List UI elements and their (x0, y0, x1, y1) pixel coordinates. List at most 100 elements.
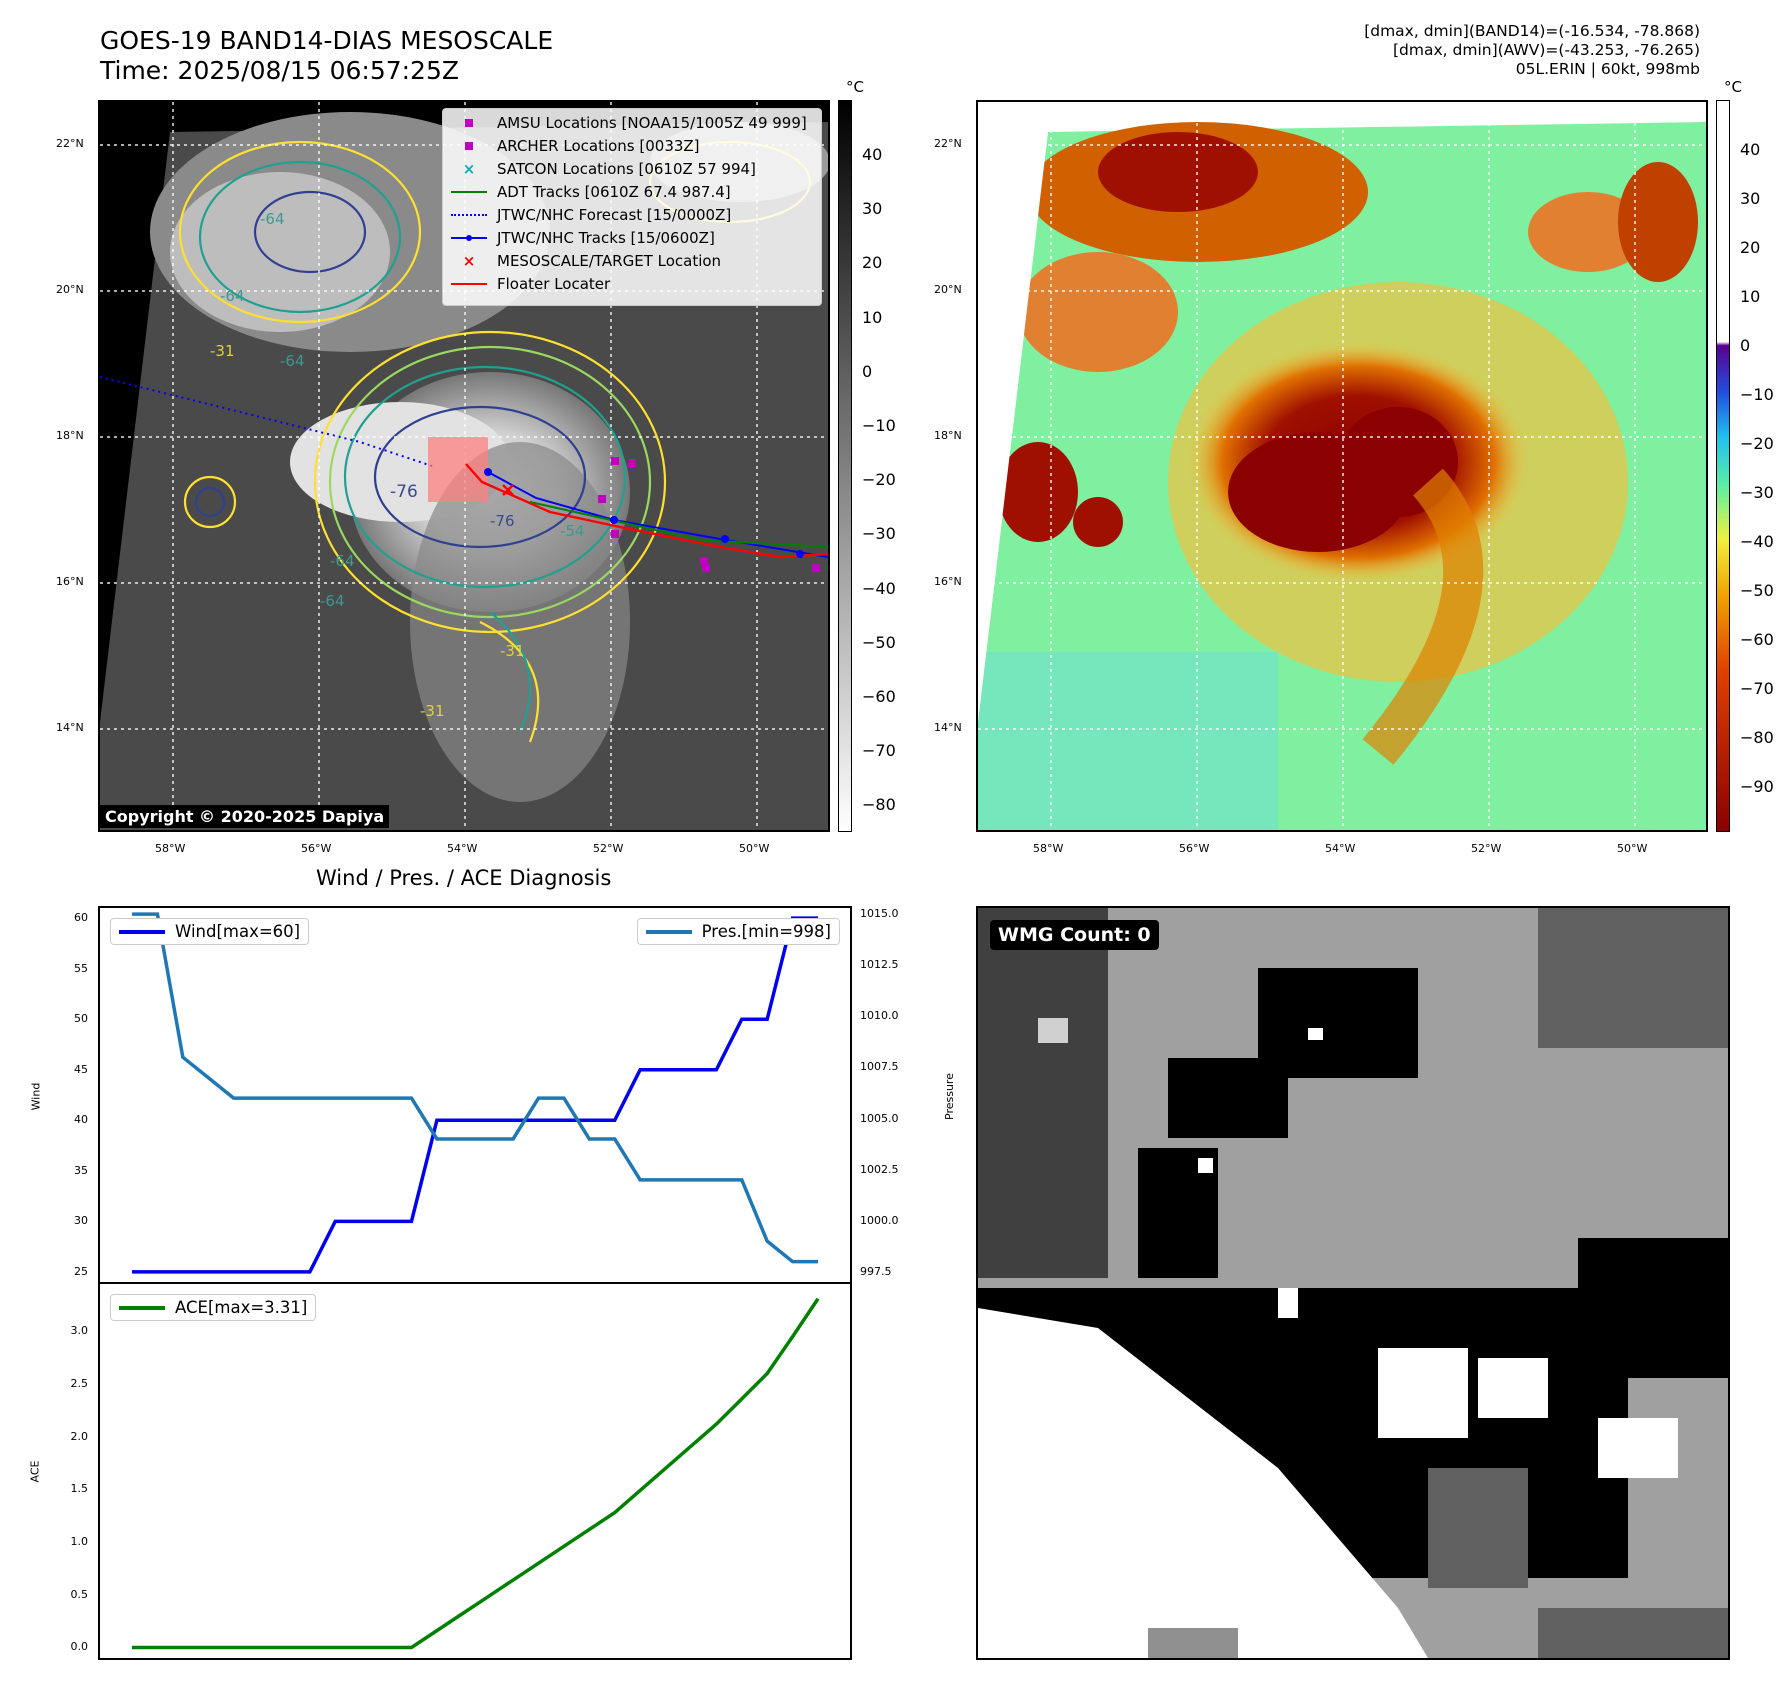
line-dot-icon (449, 228, 489, 248)
lon-label: 58°W (155, 842, 186, 855)
wind-pressure-panel: Wind[max=60] Pres.[min=998] (98, 906, 852, 1284)
legend-tracks: JTWC/NHC Tracks [15/0600Z] (443, 226, 821, 249)
legend-amsu: AMSU Locations [NOAA15/1005Z 49 999] (443, 111, 821, 134)
pressure-legend: Pres.[min=998] (636, 918, 840, 945)
wmg-image (978, 908, 1728, 1658)
colorbar-tick-label: 20 (1740, 238, 1761, 257)
axis-tick-label: 1010.0 (860, 1009, 899, 1023)
line-icon (449, 182, 489, 202)
contour-label: -64 (260, 210, 285, 228)
contour-label: -31 (420, 702, 445, 720)
colorbar-tick-label: 0 (862, 361, 873, 381)
colorbar-tick-label: −10 (1740, 385, 1774, 404)
colorbar-tick-label: 20 (862, 253, 883, 273)
colorbar-tick-label: 40 (1740, 140, 1761, 159)
ace-axis-label: ACE (28, 1460, 42, 1483)
wind-pressure-plot (132, 912, 818, 1274)
dotted-line-icon (449, 205, 489, 225)
colorbar-unit: °C (1724, 78, 1742, 96)
pressure-series-line (132, 912, 818, 1264)
lon-label: 54°W (447, 842, 478, 855)
legend-target: × MESOSCALE/TARGET Location (443, 249, 821, 272)
awv-map-panel (976, 100, 1708, 832)
axis-tick-label: 2.5 (70, 1377, 89, 1391)
ace-panel: ACE[max=3.31] (98, 1282, 852, 1660)
axis-tick-label: 1.0 (70, 1535, 89, 1549)
lat-label: 20°N (934, 283, 962, 296)
legend-archer: ARCHER Locations [0033Z] (443, 134, 821, 157)
ace-plot (132, 1297, 820, 1650)
axis-tick-label: 30 (74, 1214, 88, 1228)
band14-colorbar (838, 100, 852, 832)
colorbar-unit: °C (846, 78, 864, 96)
axis-tick-label: 50 (74, 1012, 88, 1026)
colorbar-tick-label: 40 (862, 145, 883, 164)
copyright-label: Copyright © 2020-2025 Dapiya (100, 805, 390, 828)
lat-label: 22°N (56, 137, 84, 150)
wind-legend: Wind[max=60] (110, 918, 310, 945)
storm-info: 05L.ERIN | 60kt, 998mb (1515, 60, 1700, 78)
lat-label: 22°N (934, 137, 962, 150)
axis-tick-label: 35 (74, 1163, 88, 1177)
lon-label: 58°W (1033, 842, 1064, 855)
map-legend: AMSU Locations [NOAA15/1005Z 49 999] ARC… (442, 108, 822, 306)
colorbar-tick-label: −70 (1740, 679, 1774, 698)
colorbar-tick-label: −90 (1740, 777, 1774, 796)
contour-label: -64 (330, 552, 355, 570)
lon-label: 56°W (301, 842, 332, 855)
lat-label: 18°N (56, 429, 84, 442)
axis-tick-label: 55 (74, 961, 88, 975)
band14-range: [dmax, dmin](BAND14)=(-16.534, -78.868) (1364, 22, 1700, 40)
colorbar-tick-label: −70 (862, 741, 896, 761)
axis-tick-label: 1.5 (70, 1482, 89, 1496)
ace-legend: ACE[max=3.31] (110, 1294, 317, 1321)
axis-tick-label: 3.0 (70, 1324, 89, 1338)
wind-axis-label: Wind (29, 1082, 43, 1111)
lat-label: 20°N (56, 283, 84, 296)
lat-label: 16°N (56, 575, 84, 588)
colorbar-tick-label: −40 (1740, 532, 1774, 551)
awv-colorbar (1716, 100, 1730, 832)
colorbar-tick-label: −30 (1740, 483, 1774, 502)
colorbar-tick-label: −80 (862, 795, 896, 815)
legend-satcon: × SATCON Locations [0610Z 57 994] (443, 157, 821, 180)
colorbar-tick-label: 10 (862, 307, 883, 327)
legend-floater: Floater Locater (443, 272, 821, 295)
colorbar-tick-label: 30 (1740, 189, 1761, 208)
axis-tick-label: 1000.0 (860, 1213, 899, 1227)
colorbar-tick-label: −80 (1740, 728, 1774, 747)
contour-label: -31 (500, 642, 525, 660)
lat-label: 14°N (934, 721, 962, 734)
wmg-count-badge: WMG Count: 0 (990, 920, 1159, 950)
dmax-dmin-info: [dmax, dmin](BAND14)=(-16.534, -78.868) … (1364, 22, 1700, 79)
axis-tick-label: 1007.5 (860, 1060, 899, 1074)
colorbar-tick-label: −50 (862, 632, 896, 652)
legend-forecast: JTWC/NHC Forecast [15/0000Z] (443, 203, 821, 226)
axis-tick-label: 0.5 (70, 1587, 89, 1601)
colorbar-tick-label: 0 (1740, 336, 1751, 355)
axis-tick-label: 25 (74, 1264, 88, 1278)
contour-label: -64 (280, 352, 305, 370)
colorbar-tick-label: 30 (862, 199, 883, 219)
line-icon (119, 929, 165, 934)
colorbar-tick-label: −50 (1740, 581, 1774, 600)
wind-series-line (132, 916, 818, 1274)
colorbar-tick-label: −10 (862, 416, 896, 435)
legend-adt: ADT Tracks [0610Z 67.4 987.4] (443, 180, 821, 203)
lat-label: 14°N (56, 721, 84, 734)
axis-tick-label: 60 (74, 911, 88, 925)
axis-tick-label: 2.0 (70, 1429, 89, 1443)
diagnosis-title: Wind / Pres. / ACE Diagnosis (316, 866, 612, 890)
ace-series-line (132, 1297, 820, 1650)
lon-label: 56°W (1179, 842, 1210, 855)
contour-label: -64 (320, 592, 345, 610)
awv-range: [dmax, dmin](AWV)=(-43.253, -76.265) (1393, 41, 1700, 59)
x-marker-icon: × (462, 251, 476, 270)
colorbar-tick-label: −20 (1740, 434, 1774, 453)
line-icon (645, 929, 692, 934)
contour-label: -31 (210, 342, 235, 360)
axis-tick-label: 1012.5 (860, 958, 899, 972)
axis-tick-label: 997.5 (860, 1264, 892, 1278)
axis-tick-label: 40 (74, 1113, 88, 1127)
title-time: Time: 2025/08/15 06:57:25Z (100, 56, 459, 85)
